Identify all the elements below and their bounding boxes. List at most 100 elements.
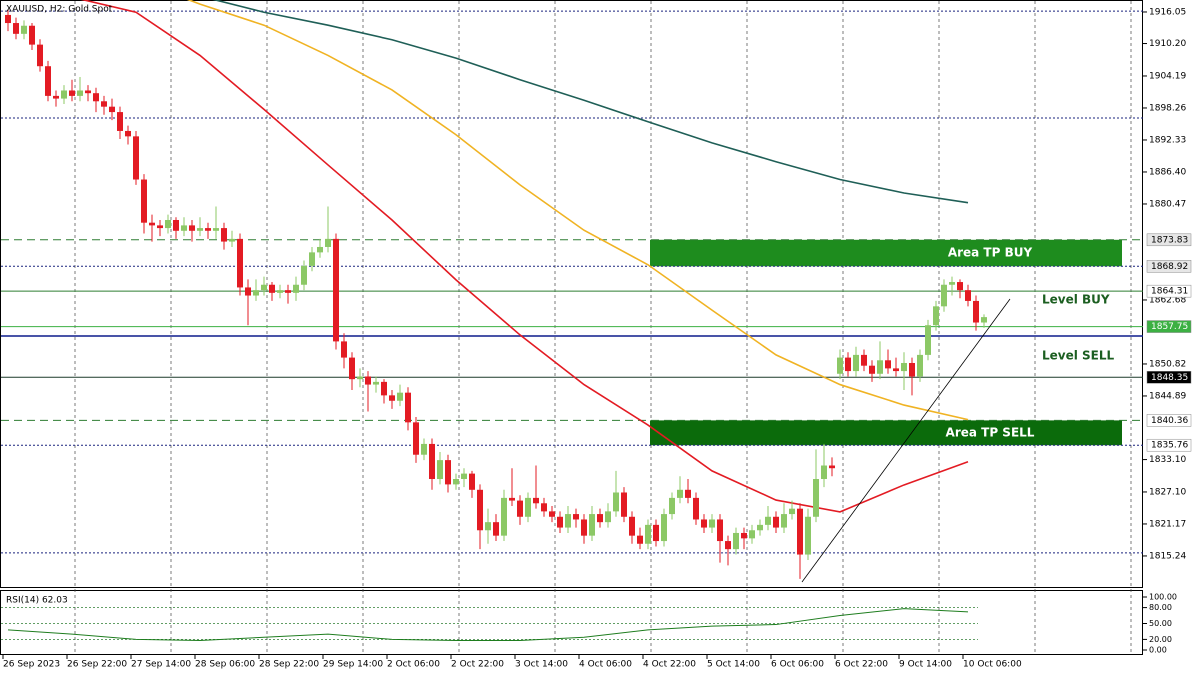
candle-body	[245, 287, 251, 296]
x-tick-label: 4 Oct 22:00	[643, 660, 696, 670]
candle-body	[269, 284, 275, 293]
candle-body	[445, 460, 451, 485]
candle-body	[501, 497, 507, 536]
candle-body	[733, 532, 739, 550]
x-tick-label: 28 Sep 06:00	[195, 660, 255, 670]
candle-body	[829, 465, 835, 469]
price-tag-label: 1873.83	[1151, 235, 1188, 245]
candle-body	[197, 228, 203, 231]
candle-body	[581, 519, 587, 536]
price-tag	[1146, 414, 1192, 427]
candle-body	[877, 360, 883, 374]
price-tag	[1146, 284, 1192, 298]
candle-body	[525, 497, 531, 517]
candle-body	[629, 516, 635, 536]
candle-body	[397, 392, 403, 401]
candle-body	[29, 25, 35, 45]
candle-body	[741, 532, 747, 539]
candle-body	[605, 511, 611, 523]
x-tick-label: 3 Oct 14:00	[515, 660, 568, 670]
candle-body	[893, 368, 899, 372]
candle-body	[661, 514, 667, 542]
candle-body	[637, 535, 643, 544]
price-tag	[1146, 438, 1192, 452]
zone-label: Area TP BUY	[948, 246, 1033, 260]
candle-body	[157, 225, 163, 229]
candle-body	[357, 376, 363, 380]
candle-body	[45, 66, 51, 96]
candle-body	[205, 228, 211, 231]
candle-body	[149, 222, 155, 226]
candle-body	[653, 524, 659, 542]
zone	[650, 420, 1122, 446]
candle-body	[101, 101, 107, 107]
candle-body	[77, 90, 83, 96]
candle-body	[405, 392, 411, 423]
y-tick-label: 1904.19	[1149, 71, 1186, 81]
y-tick-label: 1850.82	[1149, 359, 1186, 369]
x-tick-label: 26 Sep 2023	[3, 660, 60, 670]
candle-body	[789, 508, 795, 515]
candle-body	[125, 130, 131, 137]
x-tick-label: 6 Oct 22:00	[835, 660, 888, 670]
rsi-tick-label: 100.00	[1149, 593, 1177, 602]
candle-body	[373, 381, 379, 385]
candle-body	[213, 228, 219, 231]
candle-body	[37, 44, 43, 67]
candle-body	[221, 228, 227, 242]
candle-body	[565, 514, 571, 528]
candle-body	[949, 282, 955, 285]
x-tick-label: 26 Sep 22:00	[67, 660, 127, 670]
candle-body	[469, 473, 475, 490]
candle-body	[61, 90, 67, 99]
candle-body	[277, 290, 283, 293]
candle-body	[677, 489, 683, 498]
candle-body	[133, 136, 139, 180]
rsi-tick-label: 50.00	[1149, 619, 1172, 628]
candle-body	[349, 357, 355, 380]
rsi-frame	[0, 590, 1143, 655]
candle-body	[301, 265, 307, 285]
candle-body	[557, 516, 563, 528]
chart-title: XAUUSD, H2: Gold Spot	[6, 5, 113, 15]
candle-body	[621, 492, 627, 517]
candle-body	[773, 516, 779, 528]
candle-body	[341, 341, 347, 358]
candle-body	[933, 306, 939, 326]
y-tick-label: 1833.10	[1149, 455, 1186, 465]
candle-body	[645, 524, 651, 544]
price-tag-label: 1868.92	[1151, 262, 1188, 272]
candle-body	[165, 219, 171, 229]
annotation: Level BUY	[1042, 293, 1110, 307]
candle-body	[901, 362, 907, 372]
candle-body	[957, 282, 963, 291]
candle-body	[541, 503, 547, 512]
rsi-tick-label: 0.00	[1149, 646, 1167, 655]
candle-body	[693, 497, 699, 520]
y-tick-label: 1898.26	[1149, 103, 1186, 113]
y-tick-label: 1844.89	[1149, 391, 1186, 401]
x-tick-label: 2 Oct 22:00	[451, 660, 504, 670]
candle-body	[765, 516, 771, 525]
candle-body	[837, 357, 843, 374]
candle-body	[437, 460, 443, 480]
rsi-tick-label: 80.00	[1149, 603, 1172, 612]
candle-body	[93, 93, 99, 102]
price-tag	[1146, 260, 1192, 273]
candle-body	[325, 238, 331, 247]
x-tick-label: 9 Oct 14:00	[899, 660, 952, 670]
candle-body	[317, 246, 323, 253]
candle-body	[669, 497, 675, 515]
x-tick-label: 29 Sep 14:00	[323, 660, 383, 670]
moving-average	[212, 0, 969, 204]
candle-body	[965, 290, 971, 301]
candle-body	[517, 500, 523, 517]
candle-body	[189, 225, 195, 231]
candle-body	[613, 492, 619, 512]
candle-body	[333, 238, 339, 342]
x-tick-label: 10 Oct 06:00	[963, 660, 1022, 670]
candle-body	[709, 519, 715, 528]
candle-body	[869, 365, 875, 374]
